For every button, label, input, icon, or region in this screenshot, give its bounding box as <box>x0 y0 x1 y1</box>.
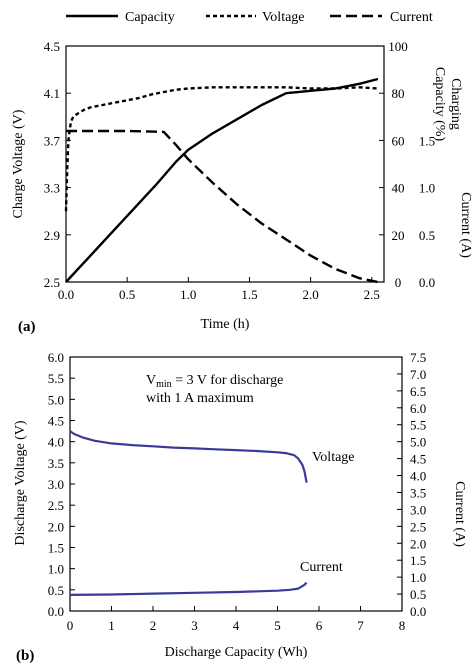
chart-b-voltage-tick-label: 0.0 <box>48 604 64 619</box>
chart-a-panel-label: (a) <box>18 319 36 335</box>
chart-a-series-capacity <box>65 77 379 283</box>
chart-a-voltage-tick-label: 2.9 <box>44 228 60 243</box>
chart-b-voltage-tick-label: 4.5 <box>48 414 64 429</box>
chart-b-annotation-line1: Vmin = 3 V for discharge <box>146 373 283 390</box>
chart-b-voltage-tick-label: 5.0 <box>48 392 64 407</box>
chart-a-current-axis-label: Current (A) <box>458 192 473 258</box>
chart-b-panel-label: (b) <box>16 648 34 664</box>
chart-b-x-tick-label: 0 <box>67 618 74 633</box>
legend-current-label: Current <box>390 10 433 25</box>
legend-capacity-label: Capacity <box>125 10 175 25</box>
chart-a-voltage-tick-label: 3.3 <box>44 181 60 196</box>
chart-b-current-tick-label: 5.0 <box>410 435 426 450</box>
chart-a-x-tick-label: 2.5 <box>364 287 380 302</box>
chart-b-series-current <box>69 581 308 596</box>
chart-b-current-tick-label: 7.0 <box>410 367 426 382</box>
chart-a-voltage-tick-label: 2.5 <box>44 275 60 290</box>
chart-a-x-axis-label: Time (h) <box>201 317 250 332</box>
chart-b-voltage-tick-label: 2.0 <box>48 519 64 534</box>
chart-b-current-tick-label: 4.5 <box>410 452 426 467</box>
chart-b-voltage-axis-label: Discharge Voltage (V) <box>13 420 28 546</box>
chart-b-current-axis-label: Current (A) <box>452 481 467 547</box>
chart-b-x-tick-label: 8 <box>399 618 406 633</box>
chart-b-x-tick-label: 4 <box>233 618 240 633</box>
chart-a-voltage-ticks: 2.5 2.9 3.3 3.7 4.1 4.5 <box>44 39 71 290</box>
chart-a-x-ticks: 0.0 0.5 1.0 1.5 2.0 2.5 <box>58 277 380 302</box>
chart-b-voltage-tick-label: 3.0 <box>48 477 64 492</box>
legend: Capacity Voltage Current <box>66 10 433 25</box>
chart-a-capacity-tick-label: 100 <box>388 39 408 54</box>
chart-b-current-tick-label: 3.0 <box>410 502 426 517</box>
chart-b-x-tick-label: 5 <box>274 618 281 633</box>
chart-a-current-tick-label: 0.5 <box>419 228 435 243</box>
chart-a-x-tick-label: 0.0 <box>58 287 74 302</box>
chart-b-series <box>69 430 308 596</box>
chart-b-current-tick-label: 0.5 <box>410 587 426 602</box>
chart-b-series-voltage <box>69 430 308 483</box>
chart-b-current-series-label: Current <box>300 560 343 575</box>
chart-a-x-tick-label: 0.5 <box>119 287 135 302</box>
chart-b-voltage-series-label: Voltage <box>312 450 355 465</box>
chart-b-current-tick-label: 7.5 <box>410 350 426 365</box>
chart-a-capacity-tick-label: 20 <box>392 228 405 243</box>
chart-b-annotation-line2: with 1 A maximum <box>146 391 254 406</box>
chart-a-x-tick-label: 2.0 <box>302 287 318 302</box>
chart-b-x-axis-label: Discharge Capacity (Wh) <box>165 645 308 660</box>
chart-b-voltage-tick-label: 6.0 <box>48 350 64 365</box>
chart-b-current-tick-label: 5.5 <box>410 418 426 433</box>
chart-b-current-tick-label: 4.0 <box>410 469 426 484</box>
chart-a-capacity-axis-label: ChargingCapacity (%) <box>432 67 463 142</box>
chart-a-current-tick-label: 1.0 <box>419 181 435 196</box>
chart-b-voltage-tick-label: 4.0 <box>48 435 64 450</box>
chart-a-current-ticks: 0.0 0.5 1.0 1.5 <box>419 133 435 290</box>
legend-voltage-label: Voltage <box>262 10 305 25</box>
chart-a-capacity-ticks: 0 20 40 60 80 100 <box>379 39 408 290</box>
chart-b-current-tick-label: 0.0 <box>410 604 426 619</box>
chart-a-series-voltage <box>64 86 378 212</box>
chart-a-voltage-tick-label: 3.7 <box>44 133 61 148</box>
chart-a-capacity-tick-label: 60 <box>392 133 405 148</box>
chart-b-voltage-tick-label: 1.5 <box>48 541 64 556</box>
chart-a-voltage-axis-label: Charge Voltage (V) <box>11 109 26 218</box>
chart-b-voltage-tick-label: 1.0 <box>48 562 64 577</box>
chart-b-x-tick-label: 7 <box>357 618 364 633</box>
chart-b-current-tick-label: 3.5 <box>410 485 426 500</box>
chart-a-current-tick-label: 0.0 <box>419 275 435 290</box>
chart-b-x-tick-label: 6 <box>316 618 323 633</box>
chart-a-x-tick-label: 1.5 <box>241 287 257 302</box>
chart-a-series <box>64 77 379 284</box>
chart-a-voltage-tick-label: 4.1 <box>44 86 60 101</box>
chart-b-x-tick-label: 1 <box>108 618 115 633</box>
chart-a-series-current <box>66 129 379 284</box>
chart-a-x-tick-label: 1.0 <box>180 287 196 302</box>
chart-b-current-tick-label: 1.0 <box>410 570 426 585</box>
chart-b-current-tick-label: 2.5 <box>410 519 426 534</box>
chart-b-x-ticks: 0 1 2 3 4 5 6 7 8 <box>67 606 406 633</box>
chart-b-current-tick-label: 1.5 <box>410 553 426 568</box>
chart-b-voltage-tick-label: 5.5 <box>48 371 64 386</box>
chart-b-voltage-tick-label: 0.5 <box>48 583 64 598</box>
chart-a-capacity-tick-label: 40 <box>392 181 405 196</box>
chart-a: 0.0 0.5 1.0 1.5 2.0 2.5 2.5 2.9 3.3 3.7 4.1 4.5 0 2… <box>11 39 473 335</box>
chart-b-x-tick-label: 3 <box>191 618 198 633</box>
chart-b-current-ticks: 0.0 0.5 1.0 1.5 2.0 2.5 3.0 3.54.0 4.5 5.0 5.5 6.0 6… <box>397 350 426 619</box>
chart-a-capacity-tick-label: 0 <box>395 275 402 290</box>
chart-a-current-tick-label: 1.5 <box>419 133 435 148</box>
chart-b-current-tick-label: 2.0 <box>410 536 426 551</box>
chart-a-capacity-tick-label: 80 <box>392 86 405 101</box>
chart-b-x-tick-label: 2 <box>150 618 157 633</box>
chart-b-current-tick-label: 6.0 <box>410 401 426 416</box>
chart-a-plot-frame <box>65 45 385 283</box>
chart-b-voltage-tick-label: 3.5 <box>48 456 64 471</box>
chart-b-voltage-tick-label: 2.5 <box>48 498 64 513</box>
chart-a-voltage-tick-label: 4.5 <box>44 39 60 54</box>
chart-b-current-tick-label: 6.5 <box>410 384 426 399</box>
chart-b-voltage-ticks: 0.0 0.5 1.0 1.5 2.0 2.5 3.0 3.5 4.0 4.5 5.0 5.5 6.0 <box>48 350 75 619</box>
